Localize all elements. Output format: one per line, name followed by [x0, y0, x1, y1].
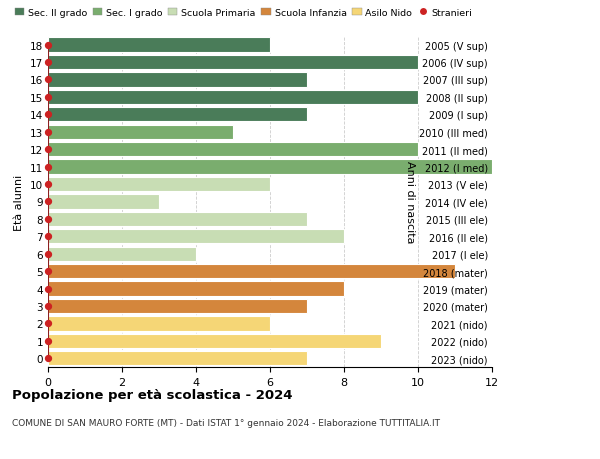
Bar	[48, 178, 270, 192]
Point	[43, 337, 53, 345]
Legend: Sec. II grado, Sec. I grado, Scuola Primaria, Scuola Infanzia, Asilo Nido, Stran: Sec. II grado, Sec. I grado, Scuola Prim…	[11, 5, 476, 21]
Point	[43, 198, 53, 206]
Point	[43, 251, 53, 258]
Bar	[48, 317, 270, 331]
Point	[43, 112, 53, 119]
Text: COMUNE DI SAN MAURO FORTE (MT) - Dati ISTAT 1° gennaio 2024 - Elaborazione TUTTI: COMUNE DI SAN MAURO FORTE (MT) - Dati IS…	[12, 418, 440, 427]
Point	[43, 163, 53, 171]
Bar	[48, 125, 233, 140]
Bar	[48, 334, 381, 348]
Bar	[48, 38, 270, 52]
Point	[43, 285, 53, 292]
Point	[43, 94, 53, 101]
Point	[43, 42, 53, 49]
Point	[43, 216, 53, 223]
Bar	[48, 230, 344, 244]
Point	[43, 181, 53, 188]
Bar	[48, 108, 307, 122]
Bar	[48, 56, 418, 70]
Point	[43, 146, 53, 153]
Point	[43, 233, 53, 241]
Bar	[48, 212, 307, 226]
Point	[43, 59, 53, 67]
Point	[43, 320, 53, 327]
Bar	[48, 160, 492, 174]
Bar	[48, 282, 344, 296]
Text: Popolazione per età scolastica - 2024: Popolazione per età scolastica - 2024	[12, 388, 293, 401]
Point	[43, 77, 53, 84]
Bar	[48, 352, 307, 366]
Bar	[48, 90, 418, 105]
Bar	[48, 195, 159, 209]
Point	[43, 129, 53, 136]
Bar	[48, 73, 307, 87]
Point	[43, 355, 53, 362]
Point	[43, 302, 53, 310]
Bar	[48, 143, 418, 157]
Bar	[48, 264, 455, 279]
Point	[43, 268, 53, 275]
Bar	[48, 299, 307, 313]
Bar	[48, 247, 196, 261]
Y-axis label: Anni di nascita: Anni di nascita	[405, 161, 415, 243]
Y-axis label: Età alunni: Età alunni	[14, 174, 25, 230]
